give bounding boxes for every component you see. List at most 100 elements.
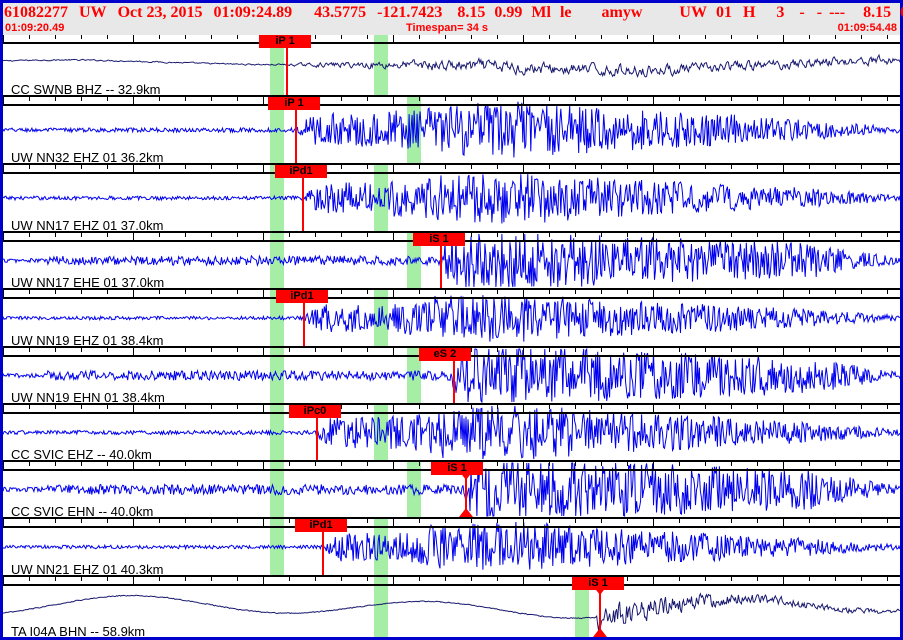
trace-row[interactable]: iPd1 UW NN17 EHZ 01 37.0km — [3, 165, 900, 233]
trace-row[interactable]: iPd1 UW NN21 EHZ 01 40.3km — [3, 519, 900, 577]
minor-tick — [445, 519, 446, 523]
minor-tick — [445, 290, 446, 294]
minor-tick — [81, 233, 82, 237]
major-tick — [3, 35, 4, 43]
minor-tick — [341, 348, 342, 352]
phase-pick-line[interactable] — [453, 349, 455, 403]
minor-tick — [601, 97, 602, 101]
trace-row[interactable]: iS 1 CC SVIC EHN -- 40.0km — [3, 462, 900, 519]
timespan-line: 01:09:20.49 Timespan= 34 s 01:09:54.48 — [3, 22, 900, 35]
minor-tick — [887, 290, 888, 294]
minor-tick — [159, 97, 160, 101]
phase-pick-line[interactable] — [322, 520, 324, 575]
minor-tick — [887, 519, 888, 523]
phase-pick-line[interactable] — [465, 463, 467, 517]
trace-row[interactable]: eS 2 UW NN19 EHN 01 38.4km — [3, 348, 900, 405]
minor-tick — [705, 35, 706, 39]
trace-row[interactable]: iPc0 CC SVIC EHZ -- 40.0km — [3, 405, 900, 462]
phase-pick-label[interactable]: iPd1 — [275, 165, 327, 178]
minor-tick — [237, 290, 238, 294]
time-axis — [3, 97, 900, 106]
minor-tick — [679, 577, 680, 581]
phase-pick-line[interactable] — [295, 98, 297, 163]
phase-pick-label[interactable]: iPc0 — [289, 405, 341, 418]
phase-pick-label[interactable]: iPd1 — [295, 519, 347, 532]
trace-panel[interactable]: iP 1 CC SWNB BHZ -- 32.9km iP 1 UW NN32 EHZ… — [3, 35, 900, 637]
minor-tick — [315, 577, 316, 581]
major-tick — [523, 97, 524, 105]
major-tick — [523, 462, 524, 470]
minor-tick — [237, 348, 238, 352]
phase-pick-label[interactable]: iS 1 — [413, 233, 465, 246]
minor-tick — [367, 348, 368, 352]
channel-label: UW NN17 EHE 01 37.0km — [11, 275, 165, 290]
time-axis — [3, 577, 900, 586]
phase-pick-label[interactable]: iP 1 — [259, 35, 311, 48]
highlight-band — [374, 519, 388, 575]
minor-tick — [29, 462, 30, 466]
minor-tick — [809, 519, 810, 523]
trace-row[interactable]: iP 1 CC SWNB BHZ -- 32.9km — [3, 35, 900, 97]
minor-tick — [55, 348, 56, 352]
minor-tick — [367, 462, 368, 466]
minor-tick — [549, 233, 550, 237]
minor-tick — [341, 35, 342, 39]
minor-tick — [81, 405, 82, 409]
phase-pick-line[interactable] — [316, 406, 318, 460]
phase-pick-line[interactable] — [599, 578, 601, 637]
minor-tick — [497, 348, 498, 352]
minor-tick — [107, 233, 108, 237]
minor-tick — [185, 97, 186, 101]
minor-tick — [289, 233, 290, 237]
minor-tick — [237, 165, 238, 169]
minor-tick — [861, 165, 862, 169]
major-tick — [263, 348, 264, 356]
phase-pick-line[interactable] — [302, 166, 304, 231]
minor-tick — [107, 519, 108, 523]
minor-tick — [185, 462, 186, 466]
phase-pick-line[interactable] — [286, 36, 288, 95]
major-tick — [3, 462, 4, 470]
major-tick — [523, 165, 524, 173]
minor-tick — [497, 97, 498, 101]
time-axis — [3, 519, 900, 528]
major-tick — [133, 97, 134, 105]
phase-pick-line[interactable] — [303, 291, 305, 346]
phase-pick-label[interactable]: iP 1 — [268, 97, 320, 110]
trace-row[interactable]: iS 1 TA I04A BHN -- 58.9km — [3, 577, 900, 637]
phase-pick-label[interactable]: iS 1 — [431, 462, 483, 475]
phase-pick-label[interactable]: iPd1 — [276, 290, 328, 303]
major-tick — [3, 97, 4, 105]
minor-tick — [497, 233, 498, 237]
minor-tick — [757, 348, 758, 352]
event-num-phases: 3 — [776, 4, 785, 21]
minor-tick — [341, 405, 342, 409]
minor-tick — [159, 348, 160, 352]
minor-tick — [237, 577, 238, 581]
minor-tick — [211, 519, 212, 523]
minor-tick — [29, 405, 30, 409]
phase-pick-line[interactable] — [440, 234, 442, 288]
minor-tick — [159, 290, 160, 294]
trace-row[interactable]: iPd1 UW NN19 EHZ 01 38.4km — [3, 290, 900, 348]
minor-tick — [705, 233, 706, 237]
minor-tick — [809, 577, 810, 581]
minor-tick — [731, 290, 732, 294]
minor-tick — [705, 290, 706, 294]
trace-row[interactable]: iS 1 UW NN17 EHE 01 37.0km — [3, 233, 900, 290]
minor-tick — [731, 233, 732, 237]
minor-tick — [809, 348, 810, 352]
phase-pick-label[interactable]: eS 2 — [419, 348, 471, 361]
major-tick — [263, 462, 264, 470]
major-tick — [393, 577, 394, 585]
minor-tick — [315, 233, 316, 237]
minor-tick — [731, 35, 732, 39]
minor-tick — [471, 290, 472, 294]
minor-tick — [497, 290, 498, 294]
event-date: Oct 23, 2015 — [117, 4, 203, 21]
major-tick — [783, 405, 784, 413]
minor-tick — [29, 348, 30, 352]
event-mag-type: Ml — [531, 4, 551, 21]
trace-row[interactable]: iP 1 UW NN32 EHZ 01 36.2km — [3, 97, 900, 165]
minor-tick — [757, 233, 758, 237]
